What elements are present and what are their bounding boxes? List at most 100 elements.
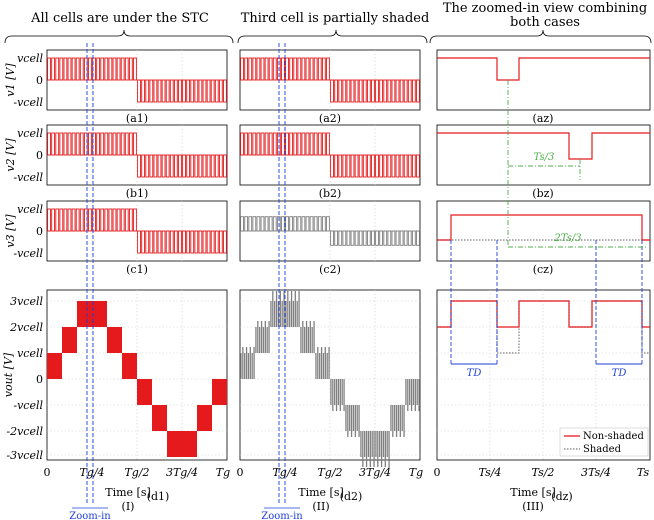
pwm-pulse-positive (326, 216, 330, 232)
title-col2: Third cell is partially shaded (241, 11, 430, 26)
pwm-pulse-positive (47, 57, 51, 81)
pwm-pulse-positive (240, 216, 244, 232)
pwm-pulse-negative (161, 79, 166, 103)
pwm-pulse-positive (244, 132, 249, 156)
pwm-pulse-negative (403, 230, 408, 246)
pwm-pulse-positive (133, 208, 137, 232)
annot-2ts3: 2Ts/3 (553, 233, 581, 244)
pwm-pulse-negative (178, 154, 182, 178)
pwm-pulse-negative (165, 230, 170, 254)
zoom-label-col2: Zoom-in (261, 511, 303, 520)
pwm-pulse-positive (272, 57, 277, 81)
pwm-pulse-positive (272, 216, 277, 232)
vout-level-block (107, 327, 122, 353)
pwm-pulse-negative (186, 154, 191, 178)
xlabel-col3: Time [s] (510, 486, 556, 499)
ytick-m1: -vcell (13, 399, 43, 412)
pwm-pulse-negative (153, 154, 158, 178)
pwm-pulse-negative (407, 154, 412, 178)
ytick-0: 0 (36, 373, 43, 386)
pwm-pulse-negative (403, 79, 408, 103)
pwm-pulse-positive (104, 208, 109, 232)
pwm-pulse-negative (411, 79, 416, 103)
pwm-pulse-positive (285, 132, 289, 156)
ytick-c-neg: -vcell (13, 247, 43, 260)
pwm-pulse-positive (268, 57, 273, 81)
zoom-label-col1: Zoom-in (69, 511, 111, 520)
pwm-pulse-negative (342, 154, 347, 178)
pwm-pulse-positive (75, 57, 80, 81)
pwm-pulse-negative (223, 230, 227, 254)
pwm-pulse-positive (128, 132, 133, 156)
pwm-pulse-positive (120, 132, 125, 156)
legend: Non-shaded Shaded (559, 427, 649, 457)
pwm-pulse-negative (330, 154, 334, 178)
frame-az (436, 49, 651, 111)
pwm-pulse-negative (137, 79, 141, 103)
pwm-pulse-negative (218, 79, 223, 103)
label-c1: (c1) (126, 263, 148, 276)
pwm-pulse-negative (362, 230, 367, 246)
pwm-pulse-positive (252, 216, 257, 232)
ytick-1: vcell (17, 347, 43, 360)
pwm-pulse-positive (108, 208, 113, 232)
pwm-pulse-positive (244, 216, 249, 232)
pwm-pulse-negative (391, 230, 396, 246)
brace-col2 (237, 29, 428, 44)
xtick-c2-2: Tg/2 (317, 466, 342, 479)
pwm-pulse-negative (375, 79, 379, 103)
pwm-pulse-negative (342, 230, 347, 246)
pwm-pulse-negative (178, 79, 182, 103)
pwm-pulse-positive (301, 57, 306, 81)
pwm-pulse-positive (47, 132, 51, 156)
pwm-pulse-negative (354, 79, 359, 103)
pwm-pulse-negative (338, 154, 343, 178)
pwm-pulse-negative (403, 154, 408, 178)
ytick-c-pos: vcell (17, 203, 43, 216)
ytick-2: 2vcell (9, 321, 43, 334)
annot-td-right: TD (612, 368, 627, 379)
pwm-pulse-negative (173, 79, 178, 103)
label-cz: (cz) (533, 263, 554, 276)
label-a2: (a2) (319, 112, 341, 125)
pwm-pulse-negative (411, 230, 416, 246)
pwm-pulse-positive (321, 216, 326, 232)
pwm-pulse-negative (358, 154, 363, 178)
pwm-pulse-positive (120, 57, 125, 81)
pwm-pulse-positive (96, 132, 101, 156)
pwm-pulse-negative (194, 230, 199, 254)
pwm-pulse-positive (293, 132, 298, 156)
pwm-pulse-negative (375, 154, 379, 178)
label-b2: (b2) (319, 187, 342, 200)
x-ticks-col3: 0 Ts/4 Ts/2 3Ts/4 Ts (434, 466, 650, 479)
label-az: (az) (533, 112, 554, 125)
label-d1: (d1) (147, 490, 170, 503)
panel-labels: (a1) (a2) (az) (b1) (b2) (bz) (c1) (c2) … (126, 112, 573, 503)
pwm-pulse-negative (334, 154, 339, 178)
pwm-pulse-negative (350, 230, 355, 246)
pwm-pulse-negative (366, 154, 371, 178)
pwm-pulse-positive (47, 208, 51, 232)
pwm-pulse-positive (55, 208, 60, 232)
pwm-pulse-negative (354, 230, 359, 246)
pwm-pulse-negative (161, 154, 166, 178)
pwm-pulse-positive (285, 57, 289, 81)
pwm-pulse-positive (305, 216, 310, 232)
vout-level-block (77, 301, 92, 327)
pwm-pulse-negative (358, 230, 363, 246)
pwm-pulse-negative (350, 79, 355, 103)
y-ticks-big: 3vcell 2vcell vcell 0 -vcell -2vcell -3v… (6, 295, 43, 462)
pwm-pulse-positive (252, 57, 257, 81)
pwm-pulse-positive (240, 132, 244, 156)
pwm-pulse-negative (210, 230, 215, 254)
pwm-pulse-negative (198, 154, 203, 178)
ytick-m3: -3vcell (6, 449, 43, 462)
pwm-pulse-negative (416, 154, 420, 178)
numeral-col3: (III) (522, 500, 544, 513)
trace-dz-nonshaded (437, 300, 650, 328)
x-ticks-col2: 0 Tg/4 Tg/2 3Tg/4 Tg (237, 466, 424, 479)
pwm-pulse-positive (88, 132, 92, 156)
label-dz: (dz) (551, 490, 572, 503)
ytick-a-neg: -vcell (13, 96, 43, 109)
